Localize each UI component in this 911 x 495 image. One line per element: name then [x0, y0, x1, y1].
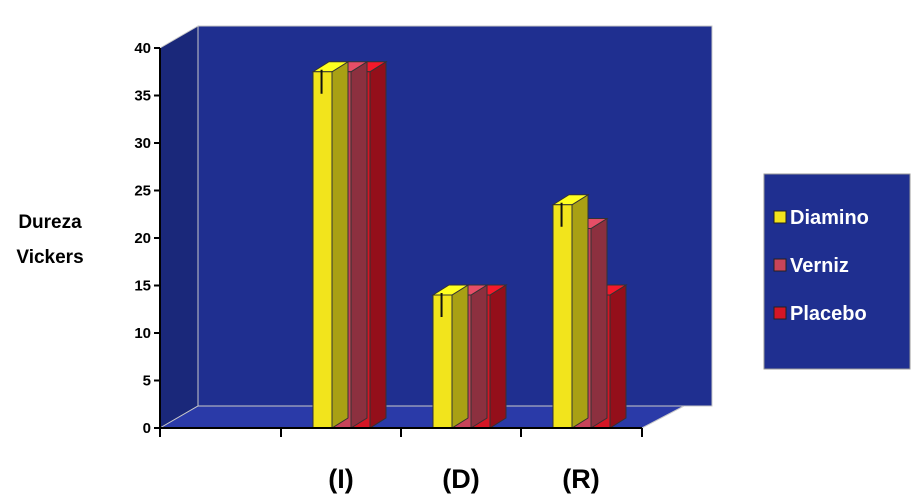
- x-axis: (I) (D) (R): [159, 427, 643, 494]
- side-wall: [159, 25, 199, 429]
- legend-swatch: [773, 210, 787, 224]
- bar: [552, 204, 573, 429]
- legend-box: [763, 173, 911, 370]
- y-axis: 0 5 10 15 20 25 30 35 40: [134, 40, 161, 437]
- y-tick-label: 10: [134, 325, 151, 342]
- legend-label: Placebo: [790, 303, 867, 325]
- y-axis-label-line-1: Dureza: [18, 212, 82, 233]
- x-category-label: (I): [328, 464, 353, 494]
- y-axis-label-line-2: Vickers: [16, 247, 83, 268]
- legend-label: Diamino: [790, 207, 869, 229]
- bar-side: [609, 284, 627, 429]
- bar-side: [331, 60, 349, 429]
- bars: [311, 60, 628, 429]
- y-tick-label: 35: [134, 88, 151, 105]
- y-tick-label: 20: [134, 230, 151, 247]
- y-tick-label: 25: [134, 183, 151, 200]
- bar: [312, 71, 333, 429]
- bar-side: [571, 193, 589, 429]
- legend-label: Verniz: [790, 255, 849, 277]
- y-tick-label: 40: [134, 40, 151, 57]
- y-tick-label: 5: [143, 373, 151, 390]
- x-category-label: (D): [442, 464, 479, 494]
- bar-side: [489, 284, 507, 429]
- y-tick-label: 15: [134, 278, 151, 295]
- bar-side: [470, 284, 488, 429]
- y-tick-label: 30: [134, 135, 151, 152]
- legend-swatch: [773, 306, 787, 320]
- bar-side: [369, 60, 387, 429]
- legend: Diamino Verniz Placebo: [763, 173, 911, 370]
- legend-swatch: [773, 258, 787, 272]
- bar-side: [350, 60, 368, 429]
- bar-side: [590, 217, 608, 429]
- x-category-label: (R): [562, 464, 599, 494]
- bar-side: [451, 284, 469, 429]
- y-tick-label: 0: [143, 420, 151, 437]
